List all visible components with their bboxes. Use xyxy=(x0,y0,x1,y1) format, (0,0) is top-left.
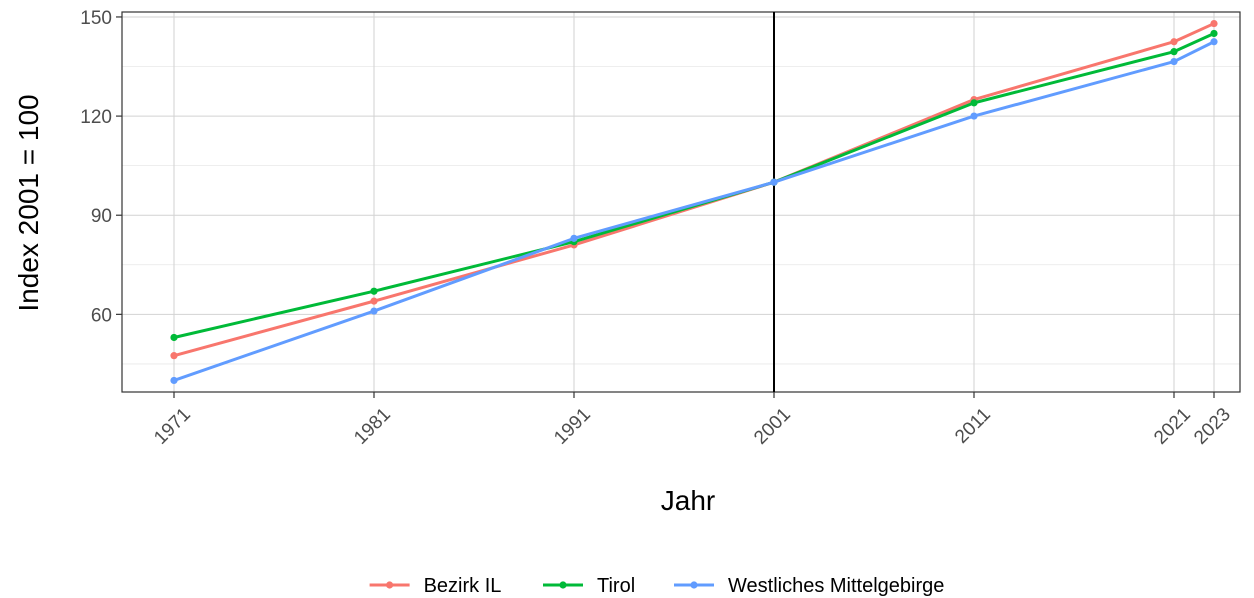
x-tick-label: 1991 xyxy=(550,404,595,449)
data-point-bezirk-il xyxy=(1170,38,1178,46)
series-layer xyxy=(170,19,1218,385)
legend-key-point xyxy=(559,581,567,589)
series-tirol xyxy=(170,29,1218,342)
data-point-bezirk-il xyxy=(170,352,178,360)
minor-gridlines xyxy=(122,66,1240,365)
data-point-tirol xyxy=(170,333,178,342)
data-point-tirol xyxy=(1170,48,1178,56)
x-axis-title: Jahr xyxy=(661,485,715,516)
data-point-westliches-mittelgebirge xyxy=(970,112,978,120)
legend-item-tirol: Tirol xyxy=(543,575,635,597)
y-tick-label: 60 xyxy=(91,305,112,326)
series-line-bezirk-il xyxy=(172,22,1216,358)
x-tick-label: 2023 xyxy=(1190,404,1235,449)
data-point-westliches-mittelgebirge xyxy=(1170,57,1178,66)
data-point-tirol xyxy=(1210,29,1218,38)
data-point-westliches-mittelgebirge xyxy=(570,234,578,242)
legend-key-point xyxy=(386,581,394,589)
series-bezirk-il xyxy=(170,19,1218,360)
data-point-westliches-mittelgebirge xyxy=(370,307,378,315)
series-westliches-mittelgebirge xyxy=(170,38,1218,385)
x-tick-label: 2021 xyxy=(1150,404,1195,449)
x-tick-label: 1971 xyxy=(150,404,195,449)
data-point-bezirk-il xyxy=(370,297,378,305)
x-tick-label: 1981 xyxy=(350,404,395,449)
y-tick-label: 90 xyxy=(91,206,112,227)
plot-panel-border xyxy=(121,11,1241,393)
data-point-westliches-mittelgebirge xyxy=(1210,38,1218,46)
legend-key-point xyxy=(690,581,698,589)
series-line-tirol xyxy=(172,31,1216,339)
legend: Bezirk IL Tirol Westliches Mittelgebirge xyxy=(369,575,944,597)
legend-label: Bezirk IL xyxy=(424,575,502,597)
data-point-westliches-mittelgebirge xyxy=(170,376,178,385)
y-axis-title: Index 2001 = 100 xyxy=(13,94,44,311)
y-tick-label: 150 xyxy=(80,8,112,29)
data-point-tirol xyxy=(370,287,378,295)
major-gridlines xyxy=(122,12,1240,392)
legend-item-bezirk-il: Bezirk IL xyxy=(369,575,502,597)
legend-item-westliches-mittelgebirge: Westliches Mittelgebirge xyxy=(674,575,944,597)
legend-label: Tirol xyxy=(597,575,635,597)
x-tick-label: 2001 xyxy=(750,404,795,449)
y-axis: 60 90 120 150 xyxy=(80,8,122,326)
data-point-westliches-mittelgebirge xyxy=(770,178,778,186)
data-point-bezirk-il xyxy=(1210,19,1218,28)
series-line-westliches-mittelgebirge xyxy=(172,40,1216,382)
data-point-tirol xyxy=(970,99,978,107)
x-tick-label: 2011 xyxy=(951,404,995,448)
y-tick-label: 120 xyxy=(80,107,112,128)
legend-label: Westliches Mittelgebirge xyxy=(728,575,944,597)
